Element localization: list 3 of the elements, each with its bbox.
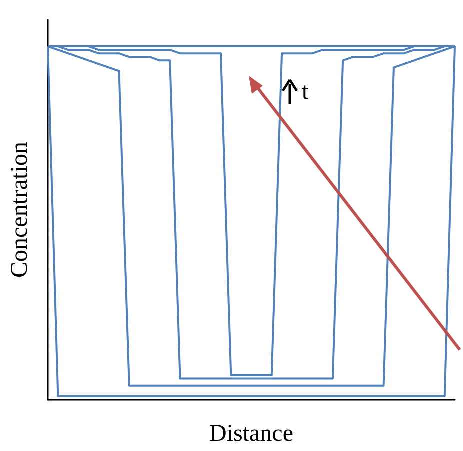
annotation: t	[302, 79, 309, 105]
y-axis-title: Concentration	[7, 142, 33, 278]
x-axis-title: Distance	[210, 421, 294, 447]
